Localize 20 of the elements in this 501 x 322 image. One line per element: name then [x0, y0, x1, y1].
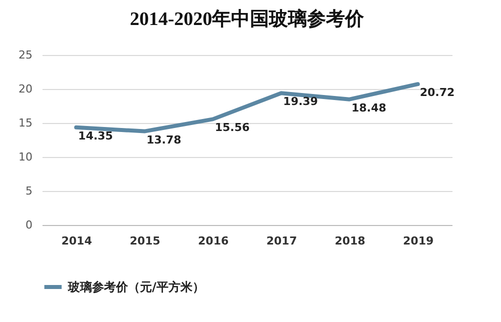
data-label: 20.72	[420, 86, 455, 100]
x-tick-label: 2018	[334, 234, 366, 248]
x-tick-label: 2014	[61, 234, 92, 248]
x-tick-label: 2017	[266, 234, 297, 248]
x-tick-label: 2016	[198, 234, 229, 248]
legend-label: 玻璃参考价（元/平方米）	[67, 280, 204, 294]
data-label: 15.56	[214, 121, 250, 134]
y-tick-label: 15	[18, 116, 32, 130]
y-tick-label: 25	[18, 48, 32, 62]
chart-title: 2014-2020年中国玻璃参考价	[130, 8, 366, 30]
y-tick-label: 20	[18, 82, 32, 96]
data-label: 19.39	[283, 95, 318, 108]
y-tick-label: 0	[26, 218, 32, 232]
y-tick-label: 10	[18, 150, 32, 164]
x-tick-label: 2015	[130, 234, 160, 248]
data-label: 14.35	[78, 129, 113, 142]
data-label: 13.78	[146, 133, 182, 146]
x-tick-label: 2019	[403, 234, 434, 248]
data-label: 18.48	[352, 101, 386, 114]
y-tick-label: 5	[26, 184, 32, 198]
